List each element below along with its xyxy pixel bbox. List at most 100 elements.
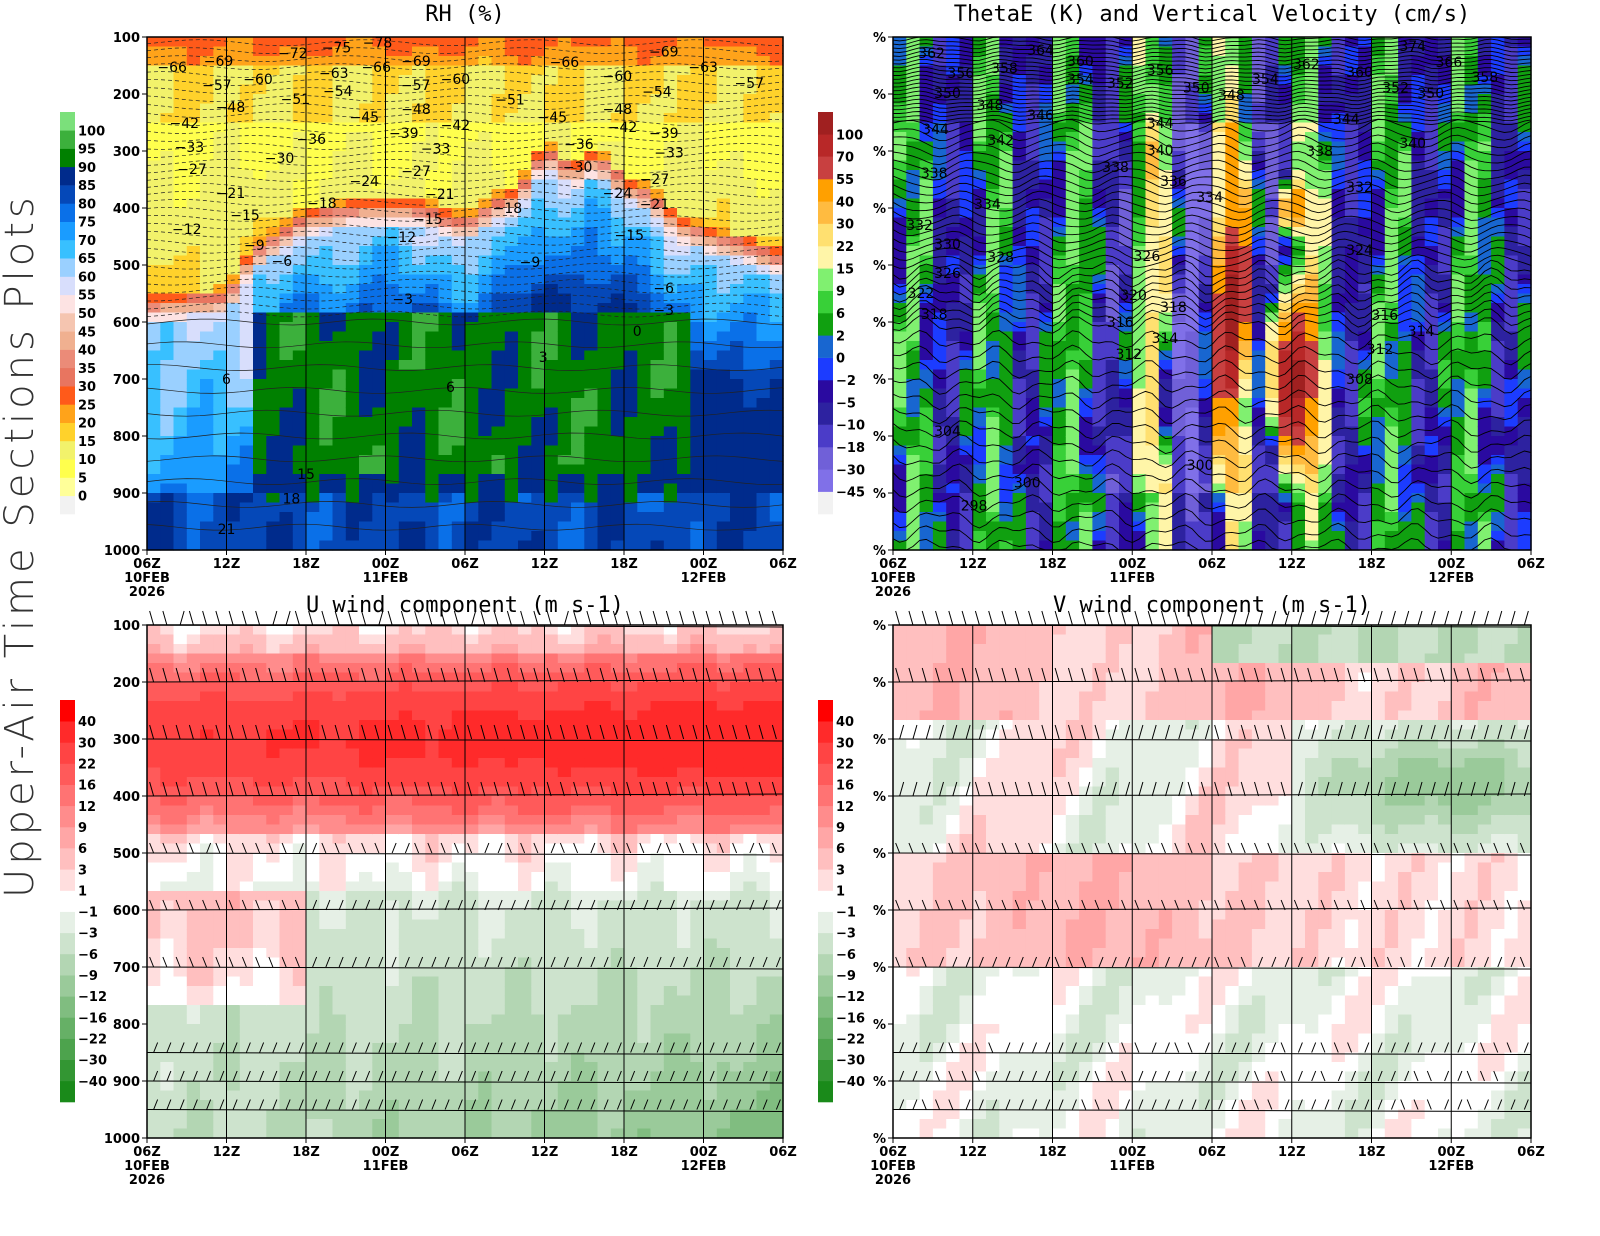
field-cell: [160, 436, 175, 447]
field-cell: [1145, 170, 1160, 181]
field-cell: [186, 445, 201, 456]
field-cell: [491, 103, 506, 114]
field-cell: [1371, 464, 1386, 475]
field-cell: [1198, 521, 1213, 532]
field-cell: [186, 312, 201, 323]
field-cell: [893, 46, 907, 57]
field-cell: [946, 84, 961, 95]
field-cell: [972, 331, 987, 342]
field-cell: [1065, 293, 1080, 304]
field-cell: [1079, 531, 1093, 542]
field-cell: [756, 360, 771, 371]
field-cell: [1305, 426, 1319, 437]
field-cell: [584, 398, 599, 409]
field-cell: [1238, 94, 1253, 105]
field-cell: [266, 417, 281, 428]
field-cell: [1411, 37, 1426, 48]
field-cell: [478, 151, 493, 162]
field-cell: [946, 417, 961, 428]
field-cell: [465, 531, 479, 542]
field-cell: [637, 113, 652, 124]
field-cell: [1265, 122, 1280, 133]
field-cell: [1212, 265, 1226, 276]
field-cell: [200, 445, 214, 456]
field-cell: [1172, 132, 1186, 143]
field-cell: [292, 189, 307, 200]
field-cell: [650, 436, 665, 447]
field-cell: [544, 293, 559, 304]
field-cell: [1371, 56, 1386, 67]
field-cell: [919, 398, 934, 409]
field-cell: [531, 512, 546, 523]
field-cell: [932, 227, 947, 238]
field-cell: [1291, 540, 1306, 551]
field-cell: [1079, 436, 1093, 447]
field-cell: [1238, 521, 1253, 532]
field-cell: [1371, 493, 1386, 504]
field-cell: [1198, 398, 1213, 409]
field-cell: [999, 217, 1014, 228]
field-cell: [160, 531, 175, 542]
field-cell: [425, 322, 440, 333]
field-cell: [986, 436, 1000, 447]
field-cell: [571, 445, 585, 456]
field-cell: [279, 540, 294, 551]
field-cell: [1092, 170, 1107, 181]
contour-label: −45: [538, 110, 568, 126]
field-cell: [531, 208, 546, 219]
field-cell: [716, 407, 731, 418]
field-cell: [756, 417, 771, 428]
field-cell: [518, 502, 532, 513]
field-cell: [906, 531, 921, 542]
field-cell: [1092, 65, 1107, 76]
field-cell: [319, 407, 334, 418]
field-cell: [1185, 303, 1200, 314]
field-cell: [186, 170, 201, 181]
field-cell: [1238, 398, 1253, 409]
field-cell: [160, 75, 175, 86]
field-cell: [147, 483, 161, 494]
field-cell: [1291, 493, 1306, 504]
field-cell: [1398, 512, 1412, 523]
field-cell: [769, 141, 784, 152]
field-cell: [279, 75, 294, 86]
field-cell: [571, 398, 585, 409]
field-cell: [173, 46, 188, 57]
field-cell: [677, 455, 691, 466]
field-cell: [292, 255, 307, 266]
field-cell: [1344, 521, 1359, 532]
field-cell: [319, 265, 334, 276]
field-cell: [703, 56, 718, 67]
field-cell: [610, 208, 625, 219]
contour-label: −66: [157, 60, 187, 76]
field-cell: [1172, 151, 1186, 162]
field-cell: [306, 426, 320, 437]
field-cell: [571, 75, 585, 86]
field-cell: [893, 303, 907, 314]
field-cell: [200, 455, 214, 466]
field-cell: [1039, 46, 1054, 57]
field-cell: [412, 37, 426, 48]
field-cell: [743, 379, 758, 390]
field-cell: [663, 436, 678, 447]
field-cell: [1172, 331, 1186, 342]
field-cell: [147, 303, 161, 314]
field-cell: [1132, 179, 1147, 190]
field-cell: [932, 436, 947, 447]
contour-label: −36: [564, 137, 594, 153]
field-cell: [1012, 160, 1027, 171]
field-cell: [332, 160, 347, 171]
field-cell: [1238, 379, 1253, 390]
field-cell: [372, 189, 387, 200]
field-cell: [451, 56, 466, 67]
contour-label: −15: [615, 228, 645, 244]
field-cell: [690, 293, 705, 304]
field-cell: [932, 94, 947, 105]
field-cell: [1358, 255, 1373, 266]
field-cell: [1172, 398, 1186, 409]
field-cell: [663, 369, 678, 380]
field-cell: [518, 521, 532, 532]
field-cell: [253, 179, 267, 190]
field-cell: [1052, 170, 1067, 181]
field-cell: [919, 246, 934, 257]
